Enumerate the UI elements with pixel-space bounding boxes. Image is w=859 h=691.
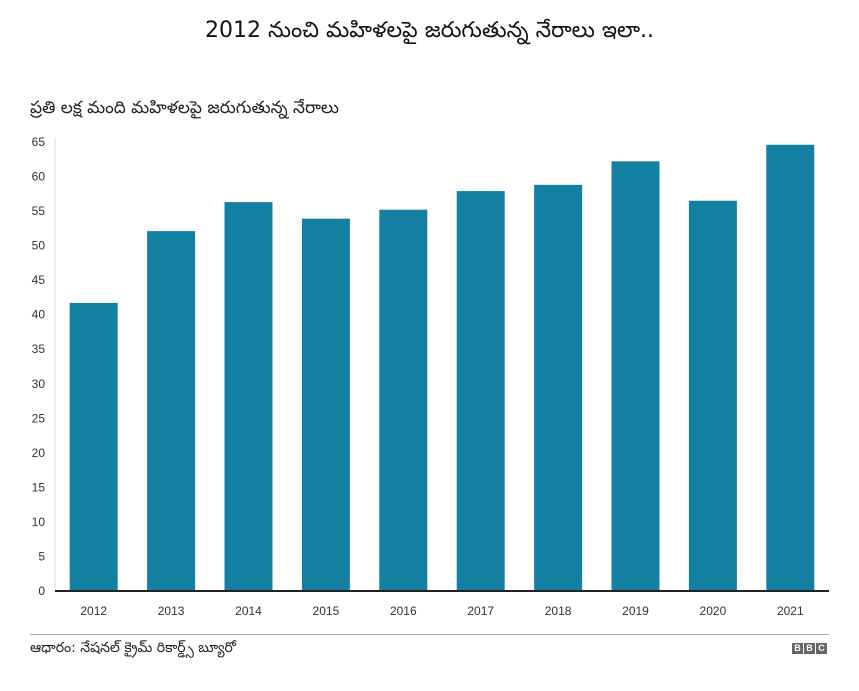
y-tick-label: 10 bbox=[32, 515, 46, 529]
bar-2016 bbox=[379, 209, 428, 592]
y-tick-label: 0 bbox=[38, 584, 45, 598]
y-tick-label: 40 bbox=[32, 308, 46, 322]
x-tick-label: 2016 bbox=[390, 604, 417, 618]
bar-2013 bbox=[147, 231, 196, 591]
bbc-logo-letter: B bbox=[792, 643, 803, 654]
y-tick-label: 35 bbox=[32, 342, 46, 356]
x-tick-label: 2015 bbox=[313, 604, 340, 618]
x-tick-label: 2013 bbox=[158, 604, 185, 618]
x-tick-label: 2020 bbox=[700, 604, 727, 618]
y-tick-label: 5 bbox=[38, 549, 45, 563]
bar-2021 bbox=[766, 144, 815, 592]
bar-2014 bbox=[224, 202, 273, 591]
x-tick-label: 2019 bbox=[622, 604, 649, 618]
chart-subtitle: ప్రతి లక్ష మంది మహిళలపై జరుగుతున్న నేరాల… bbox=[30, 98, 339, 118]
x-tick-label: 2014 bbox=[235, 604, 262, 618]
bar-2019 bbox=[611, 161, 660, 591]
source-note: ఆధారం: నేషనల్ క్రైమ్ రికార్డ్స్ బ్యూరో bbox=[30, 640, 236, 656]
bar-2020 bbox=[688, 200, 737, 591]
y-tick-label: 55 bbox=[32, 204, 46, 218]
bbc-logo-letter: C bbox=[816, 643, 827, 654]
y-tick-label: 20 bbox=[32, 446, 46, 460]
bbc-logo-letter: B bbox=[804, 643, 815, 654]
y-tick-label: 45 bbox=[32, 273, 46, 287]
y-tick-label: 60 bbox=[32, 170, 46, 184]
bar-2017 bbox=[456, 191, 505, 591]
y-tick-label: 50 bbox=[32, 239, 46, 253]
chart-title: 2012 నుంచి మహిళలపై జరుగుతున్న నేరాలు ఇలా… bbox=[204, 18, 655, 43]
y-tick-label: 15 bbox=[32, 480, 46, 494]
x-tick-label: 2018 bbox=[545, 604, 572, 618]
bar-2015 bbox=[301, 218, 350, 591]
x-tick-label: 2021 bbox=[777, 604, 804, 618]
source-divider bbox=[30, 634, 829, 635]
y-tick-label: 25 bbox=[32, 411, 46, 425]
x-tick-label: 2017 bbox=[467, 604, 494, 618]
bbc-logo: B B C bbox=[792, 643, 827, 654]
bar-chart: 0 5 10 15 20 25 30 35 40 45 50 55 60 65 2012 2013 2014 20… bbox=[32, 135, 829, 618]
x-tick-label: 2012 bbox=[80, 604, 107, 618]
bar-2012 bbox=[69, 302, 118, 591]
y-tick-label: 30 bbox=[32, 377, 46, 391]
bar-2018 bbox=[534, 184, 583, 591]
y-tick-label: 65 bbox=[32, 135, 46, 149]
